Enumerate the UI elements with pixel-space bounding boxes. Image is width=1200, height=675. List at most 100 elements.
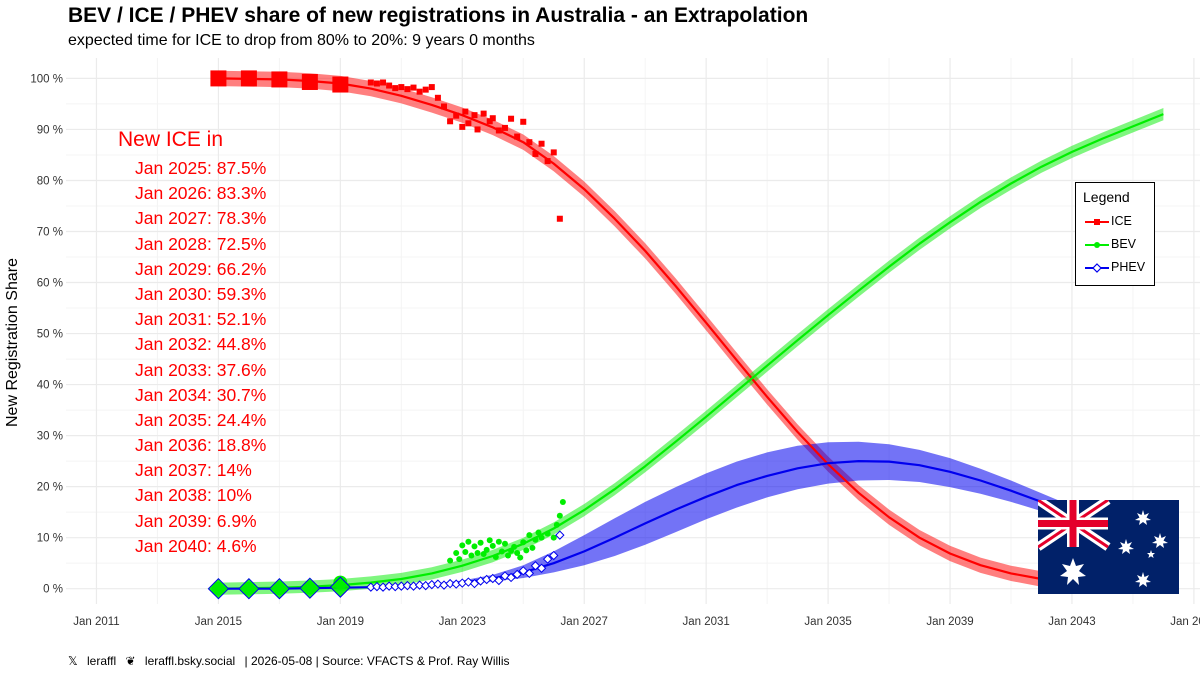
ice-forecast-row: Jan 2031: 52.1% xyxy=(135,309,267,330)
point-ice xyxy=(538,140,545,147)
point-phev xyxy=(536,563,547,573)
y-axis-label: New Registration Share xyxy=(4,258,21,427)
point-ice xyxy=(556,215,563,222)
point-ice xyxy=(550,149,557,156)
point-ice xyxy=(489,115,496,122)
point-bev xyxy=(447,557,454,564)
fit-lines xyxy=(218,77,1164,590)
point-bev xyxy=(498,548,505,555)
x-logo-icon: 𝕏 xyxy=(68,654,78,668)
point-bev xyxy=(483,546,490,553)
y-tick-label: 50 % xyxy=(37,329,63,341)
annual-point-phev xyxy=(299,577,321,599)
point-ice xyxy=(459,123,466,130)
y-tick-label: 20 % xyxy=(37,482,63,494)
butterfly-icon: ❦ xyxy=(125,654,136,668)
ice-forecast-row: Jan 2033: 37.6% xyxy=(135,359,267,380)
x-tick-label: Jan 2015 xyxy=(195,616,242,628)
point-bev xyxy=(456,556,463,563)
ice-forecast-row: Jan 2027: 78.3% xyxy=(135,208,267,229)
point-bev xyxy=(550,534,557,541)
point-bev xyxy=(544,530,551,537)
point-bev xyxy=(492,554,499,561)
y-axis-ticks: 0 % 10 % 20 % 30 % 40 % 50 % 60 % 70 % 80 % 90 % 1… xyxy=(30,73,63,595)
ice-forecast-row: Jan 2035: 24.4% xyxy=(135,409,267,430)
point-phev xyxy=(433,579,443,589)
point-phev xyxy=(414,580,425,590)
ice-forecast-row: Jan 2034: 30.7% xyxy=(135,384,267,405)
point-bev xyxy=(559,498,566,505)
footer: 𝕏 leraffl ❦ leraffl.bsky.social | 2026-0… xyxy=(68,654,516,668)
point-bev xyxy=(556,512,563,519)
legend-label: BEV xyxy=(1111,237,1137,251)
point-ice xyxy=(474,126,481,133)
ice-forecast-annotation: New ICE in Jan 2025: 87.5% Jan 2026: 83.3… xyxy=(118,128,266,559)
x-tick-label: Jan 2039 xyxy=(926,616,973,628)
annual-point-phev xyxy=(268,577,291,600)
footer-x-handle: leraffl xyxy=(87,654,117,668)
point-bev xyxy=(538,534,545,541)
x-tick-label: Jan 2043 xyxy=(1048,616,1095,628)
point-bev xyxy=(535,529,542,536)
ice-forecast-row: Jan 2026: 83.3% xyxy=(135,183,267,204)
point-bev xyxy=(529,544,536,551)
point-phev xyxy=(384,581,394,591)
y-tick-label: 90 % xyxy=(37,124,63,136)
australian-flag-icon xyxy=(1038,500,1179,594)
point-ice xyxy=(501,124,508,131)
x-tick-label: Jan 2027 xyxy=(561,616,608,628)
legend-title: Legend xyxy=(1083,189,1130,205)
legend-swatch-ice xyxy=(1085,219,1109,225)
x-axis-ticks: Jan 2011 Jan 2015 Jan 2019 Jan 2023 Jan 2027… xyxy=(73,616,1200,628)
point-phev xyxy=(549,550,559,561)
y-tick-label: 60 % xyxy=(37,278,63,290)
point-bev xyxy=(501,540,508,547)
annual-point-ice xyxy=(210,70,227,87)
point-bev xyxy=(486,537,493,544)
annual-point-phev xyxy=(207,577,230,600)
chart-subtitle: expected time for ICE to drop from 80% t… xyxy=(68,32,535,49)
point-ice xyxy=(495,127,502,134)
point-ice xyxy=(526,139,533,146)
point-bev xyxy=(474,549,481,556)
point-phev xyxy=(512,569,522,580)
point-bev xyxy=(553,521,560,528)
legend: Legend ICE BEV PHEV xyxy=(1075,182,1155,286)
legend-swatch-phev xyxy=(1085,263,1109,273)
point-ice xyxy=(508,115,515,122)
point-ice xyxy=(428,84,435,91)
point-ice xyxy=(532,150,539,157)
x-tick-label: Jan 2011 xyxy=(73,616,119,628)
x-tick-label: Jan 2023 xyxy=(439,616,486,628)
y-tick-label: 40 % xyxy=(37,380,63,392)
point-phev xyxy=(402,580,413,591)
legend-items: ICE BEV PHEV xyxy=(1076,210,1154,279)
x-tick-label: Jan 2035 xyxy=(804,616,851,628)
point-ice xyxy=(422,86,429,93)
x-tick-label: Jan 2047 xyxy=(1170,616,1200,628)
ice-forecast-row: Jan 2040: 4.6% xyxy=(135,535,257,556)
ice-forecast-row: Jan 2025: 87.5% xyxy=(135,158,267,178)
legend-item-phev: PHEV xyxy=(1076,256,1154,279)
ice-forecast-row: Jan 2036: 18.8% xyxy=(135,435,267,456)
point-bev xyxy=(523,547,530,554)
point-bev xyxy=(520,539,527,546)
x-tick-label: Jan 2019 xyxy=(317,616,364,628)
y-tick-label: 80 % xyxy=(37,175,63,187)
fit-line-ice xyxy=(218,77,1073,584)
point-ice xyxy=(373,80,380,87)
point-bev xyxy=(489,542,496,549)
point-bev xyxy=(495,538,502,545)
ice-forecast-row: Jan 2029: 66.2% xyxy=(135,258,267,279)
footer-info: | 2026-05-08 | Source: VFACTS & Prof. Ra… xyxy=(244,654,510,668)
point-bev xyxy=(532,536,539,543)
ice-forecast-row: Jan 2032: 44.8% xyxy=(135,334,267,355)
point-ice xyxy=(462,108,469,115)
point-bev xyxy=(517,554,524,561)
y-tick-label: 100 % xyxy=(30,73,63,85)
point-ice xyxy=(480,110,487,117)
chart-title: BEV / ICE / PHEV share of new registrati… xyxy=(68,4,809,27)
point-bev xyxy=(468,552,475,559)
point-ice xyxy=(514,133,521,140)
y-tick-label: 10 % xyxy=(37,533,63,545)
